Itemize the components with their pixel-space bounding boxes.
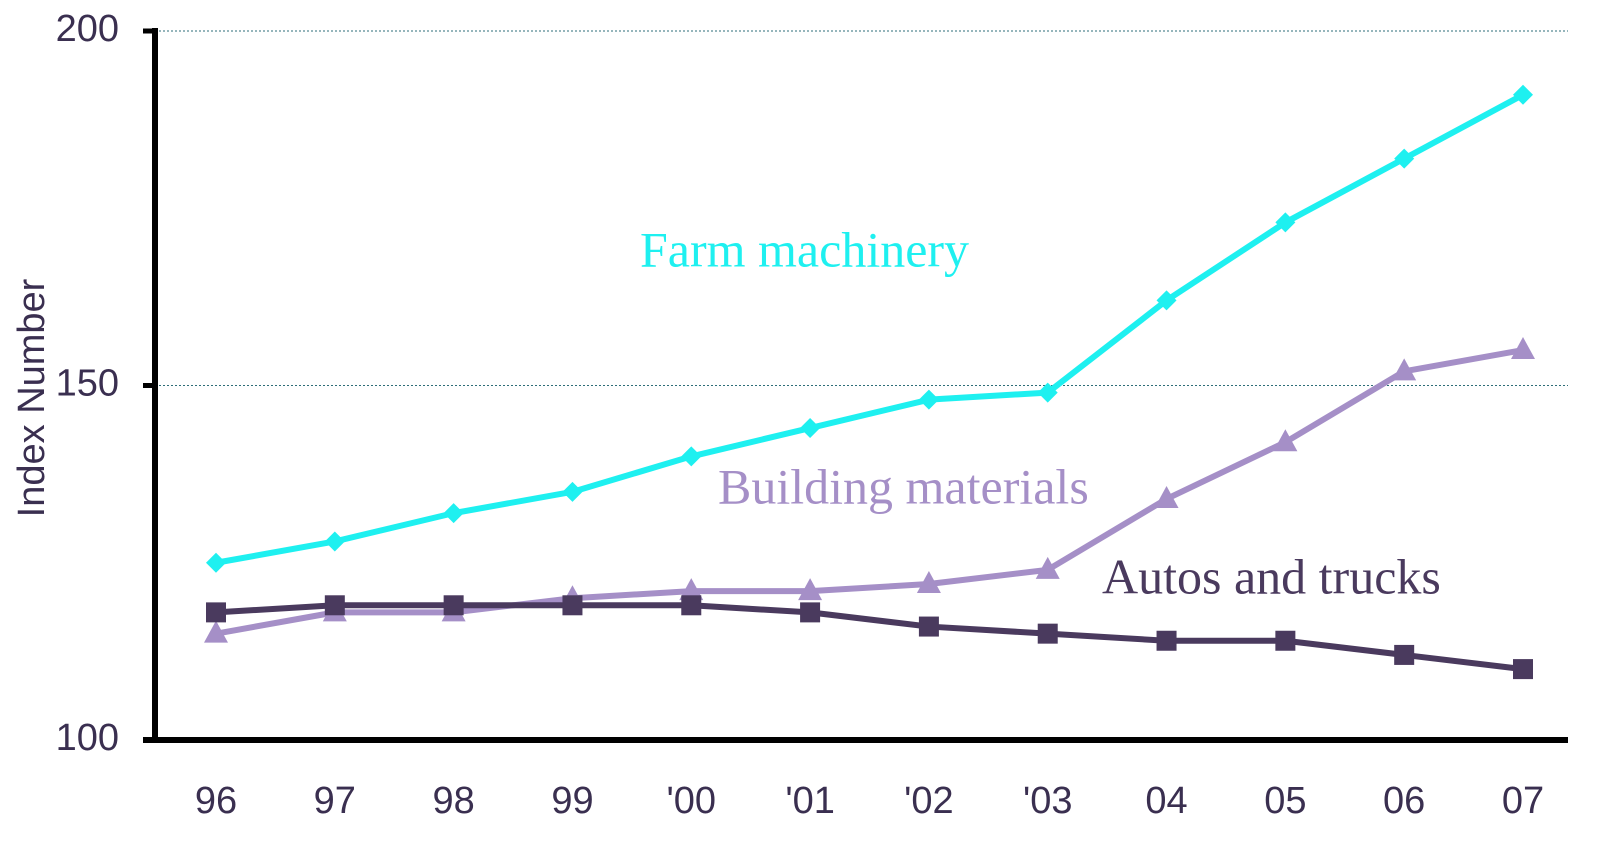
marker <box>918 616 939 637</box>
marker <box>1273 429 1298 452</box>
series-line <box>215 347 1524 637</box>
marker <box>1394 644 1415 665</box>
marker <box>1156 290 1177 311</box>
marker <box>798 578 823 601</box>
series-label: Autos and trucks <box>1102 548 1441 604</box>
marker <box>681 446 702 467</box>
marker <box>562 595 583 616</box>
series-line <box>215 602 1524 673</box>
marker <box>1394 148 1415 169</box>
marker <box>1511 337 1535 360</box>
marker <box>443 595 464 616</box>
series-line <box>215 92 1525 566</box>
y-tick-label: 200 <box>56 8 119 50</box>
marker <box>324 531 345 552</box>
marker <box>1035 556 1060 579</box>
marker <box>1275 630 1296 651</box>
x-tick-label: 97 <box>314 780 356 822</box>
x-tick-label: 04 <box>1145 780 1187 822</box>
marker <box>918 389 939 410</box>
marker <box>800 418 821 439</box>
marker <box>1037 382 1058 403</box>
marker <box>1156 630 1177 651</box>
marker <box>1392 358 1417 381</box>
y-tick-label: 150 <box>56 363 119 405</box>
x-tick-label: 99 <box>551 780 593 822</box>
marker <box>1154 485 1179 508</box>
marker <box>206 602 226 623</box>
marker <box>562 481 583 502</box>
x-tick-label: 07 <box>1502 780 1544 822</box>
x-tick-label: 06 <box>1383 780 1425 822</box>
marker <box>681 595 702 616</box>
marker <box>1513 659 1533 680</box>
series-label: Building materials <box>718 458 1089 514</box>
x-tick-label: '01 <box>785 780 835 822</box>
x-tick-label: 96 <box>195 780 237 822</box>
marker <box>1037 623 1058 644</box>
marker <box>1275 212 1296 233</box>
marker <box>679 578 704 601</box>
series-label: Farm machinery <box>640 221 969 277</box>
x-tick-label: '02 <box>904 780 954 822</box>
marker <box>1513 84 1533 105</box>
marker <box>206 552 226 573</box>
marker <box>204 620 228 643</box>
x-tick-label: 05 <box>1264 780 1306 822</box>
marker <box>800 602 821 623</box>
x-tick-label: '03 <box>1023 780 1073 822</box>
x-tick-label: 98 <box>432 780 474 822</box>
x-tick-label: '00 <box>667 780 717 822</box>
marker <box>443 503 464 524</box>
marker <box>916 571 941 594</box>
marker <box>324 595 345 616</box>
y-tick-label: 100 <box>56 717 119 759</box>
y-axis-label: Index Number <box>11 278 53 517</box>
